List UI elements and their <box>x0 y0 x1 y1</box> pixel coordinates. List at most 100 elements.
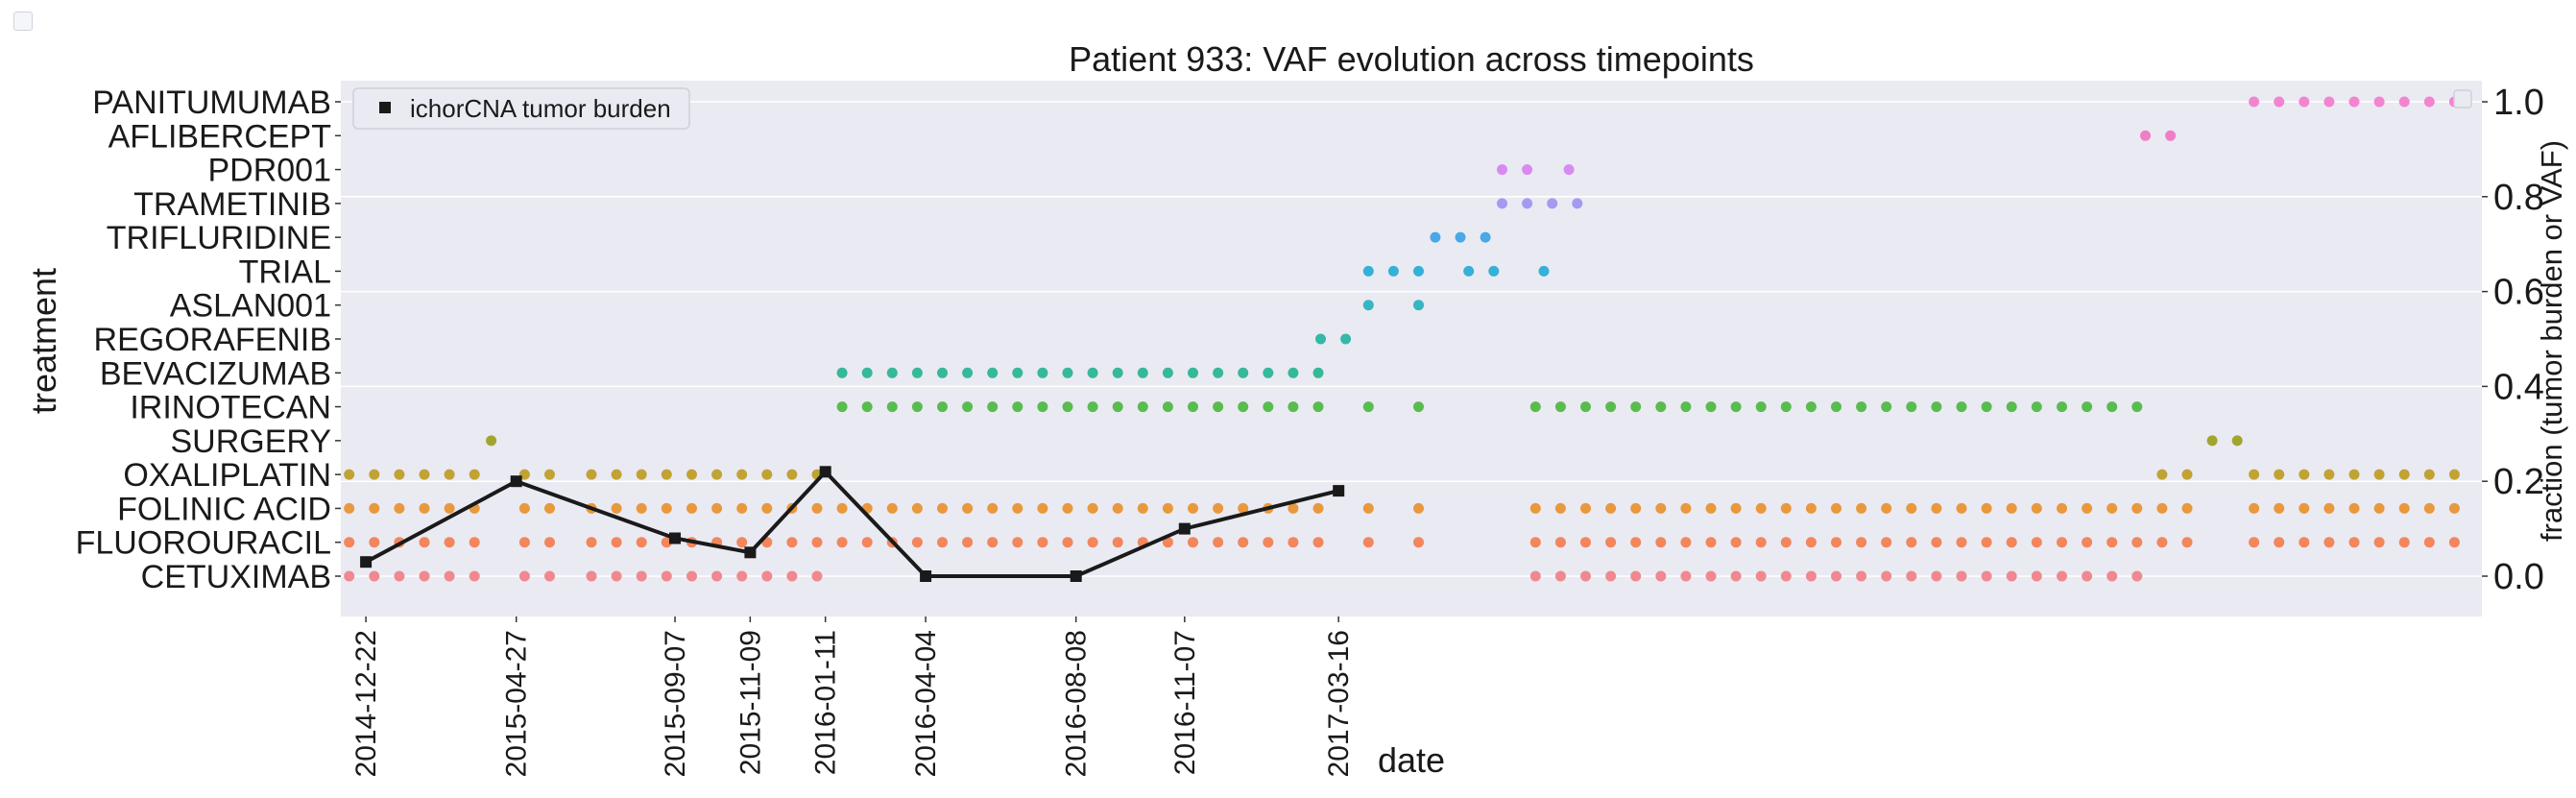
treatment-point-trial <box>1463 265 1475 277</box>
treatment-point-oxaliplatin <box>2423 469 2435 480</box>
treatment-point-folinic-acid <box>2181 502 2193 514</box>
treatment-point-cetuximab <box>786 570 798 582</box>
treatment-point-folinic-acid <box>1805 502 1817 514</box>
treatment-point-irinotecan <box>1188 401 1198 413</box>
treatment-point-trametinib <box>1522 198 1533 209</box>
treatment-point-oxaliplatin <box>786 469 798 480</box>
tumor-burden-point <box>360 556 373 568</box>
treatment-point-folinic-acid <box>1780 502 1792 514</box>
treatment-point-folinic-acid <box>1312 502 1324 514</box>
x-tick-label: 2015-11-09 <box>734 630 766 775</box>
treatment-point-folinic-acid <box>2131 502 2143 514</box>
treatment-point-folinic-acid <box>1730 502 1742 514</box>
treatment-point-irinotecan <box>2057 401 2067 413</box>
treatment-point-irinotecan <box>1312 401 1324 413</box>
treatment-point-folinic-acid <box>1680 502 1692 514</box>
treatment-point-cetuximab <box>444 570 455 582</box>
treatment-point-pdr001 <box>1497 164 1507 176</box>
treatment-point-cetuximab <box>1554 570 1566 582</box>
left-y-tick-label: SURGERY <box>170 423 331 460</box>
tumor-burden-point <box>1178 522 1191 535</box>
treatment-point-surgery <box>2206 435 2218 447</box>
treatment-point-fluorouracil <box>2274 537 2285 548</box>
treatment-point-folinic-acid <box>1580 502 1591 514</box>
treatment-point-fluorouracil <box>1755 537 1767 548</box>
treatment-point-fluorouracil <box>2448 537 2460 548</box>
treatment-point-oxaliplatin <box>2156 469 2168 480</box>
treatment-point-cetuximab <box>2082 570 2093 582</box>
treatment-point-bevacizumab <box>1238 367 1249 378</box>
treatment-point-folinic-acid <box>2373 502 2385 514</box>
treatment-point-folinic-acid <box>518 502 530 514</box>
treatment-point-folinic-acid <box>2082 502 2093 514</box>
treatment-point-oxaliplatin <box>661 469 672 480</box>
treatment-point-fluorouracil <box>1655 537 1667 548</box>
treatment-point-oxaliplatin <box>344 469 355 480</box>
treatment-point-oxaliplatin <box>2373 469 2385 480</box>
treatment-point-fluorouracil <box>1188 537 1198 548</box>
left-y-tick-label: BEVACIZUMAB <box>100 355 331 392</box>
treatment-point-irinotecan <box>962 401 974 413</box>
tumor-burden-point <box>920 570 932 582</box>
treatment-point-trial <box>1413 265 1424 277</box>
treatment-point-fluorouracil <box>861 537 873 548</box>
treatment-point-cetuximab <box>1680 570 1692 582</box>
treatment-point-fluorouracil <box>2131 537 2143 548</box>
figure-toolbar-toggle[interactable] <box>13 12 33 31</box>
tumor-burden-point <box>819 466 831 478</box>
treatment-point-bevacizumab <box>1137 367 1148 378</box>
right-y-tick-label: 0.4 <box>2493 367 2544 407</box>
legend-box <box>352 87 690 130</box>
treatment-point-fluorouracil <box>1529 537 1541 548</box>
treatment-point-bevacizumab <box>937 367 948 378</box>
treatment-point-cetuximab <box>1605 570 1617 582</box>
treatment-point-oxaliplatin <box>636 469 647 480</box>
treatment-point-fluorouracil <box>962 537 974 548</box>
treatment-point-folinic-acid <box>1087 502 1098 514</box>
treatment-point-irinotecan <box>1012 401 1023 413</box>
treatment-point-bevacizumab <box>1263 367 1274 378</box>
treatment-point-irinotecan <box>1755 401 1767 413</box>
treatment-point-fluorouracil <box>2107 537 2118 548</box>
treatment-point-fluorouracil <box>2249 537 2260 548</box>
treatment-point-trial <box>1538 265 1550 277</box>
treatment-point-folinic-acid <box>1705 502 1717 514</box>
treatment-point-fluorouracil <box>2006 537 2017 548</box>
treatment-point-irinotecan <box>1087 401 1098 413</box>
treatment-point-bevacizumab <box>1087 367 1098 378</box>
treatment-point-surgery <box>486 435 497 447</box>
treatment-point-panitumumab <box>2348 96 2360 108</box>
treatment-point-trifluridine <box>1480 231 1491 243</box>
treatment-point-cetuximab <box>1831 570 1842 582</box>
treatment-point-fluorouracil <box>1087 537 1098 548</box>
treatment-point-aflibercept <box>2165 130 2177 141</box>
treatment-point-bevacizumab <box>1213 367 1224 378</box>
treatment-point-cetuximab <box>811 570 823 582</box>
treatment-point-fluorouracil <box>1856 537 1867 548</box>
treatment-point-irinotecan <box>1213 401 1224 413</box>
treatment-point-irinotecan <box>1655 401 1667 413</box>
treatment-point-folinic-acid <box>1554 502 1566 514</box>
right-y-tick-label: 0.6 <box>2493 273 2544 313</box>
right-y-tick-label: 0.8 <box>2493 178 2544 218</box>
x-tick-label: 2015-09-07 <box>660 630 691 777</box>
treatment-point-folinic-acid <box>1956 502 1967 514</box>
treatment-point-bevacizumab <box>1188 367 1198 378</box>
treatment-point-trametinib <box>1497 198 1507 209</box>
treatment-point-fluorouracil <box>1312 537 1324 548</box>
treatment-point-irinotecan <box>2006 401 2017 413</box>
treatment-point-cetuximab <box>761 570 773 582</box>
treatment-point-fluorouracil <box>1956 537 1967 548</box>
treatment-point-bevacizumab <box>1288 367 1299 378</box>
treatment-point-fluorouracil <box>937 537 948 548</box>
treatment-point-irinotecan <box>1580 401 1591 413</box>
treatment-point-fluorouracil <box>2156 537 2168 548</box>
treatment-point-cetuximab <box>686 570 697 582</box>
treatment-point-panitumumab <box>2274 96 2285 108</box>
treatment-point-folinic-acid <box>2299 502 2310 514</box>
treatment-point-aflibercept <box>2140 130 2151 141</box>
treatment-point-trifluridine <box>1430 231 1441 243</box>
treatment-point-folinic-acid <box>1529 502 1541 514</box>
treatment-point-oxaliplatin <box>444 469 455 480</box>
treatment-point-folinic-acid <box>2448 502 2460 514</box>
